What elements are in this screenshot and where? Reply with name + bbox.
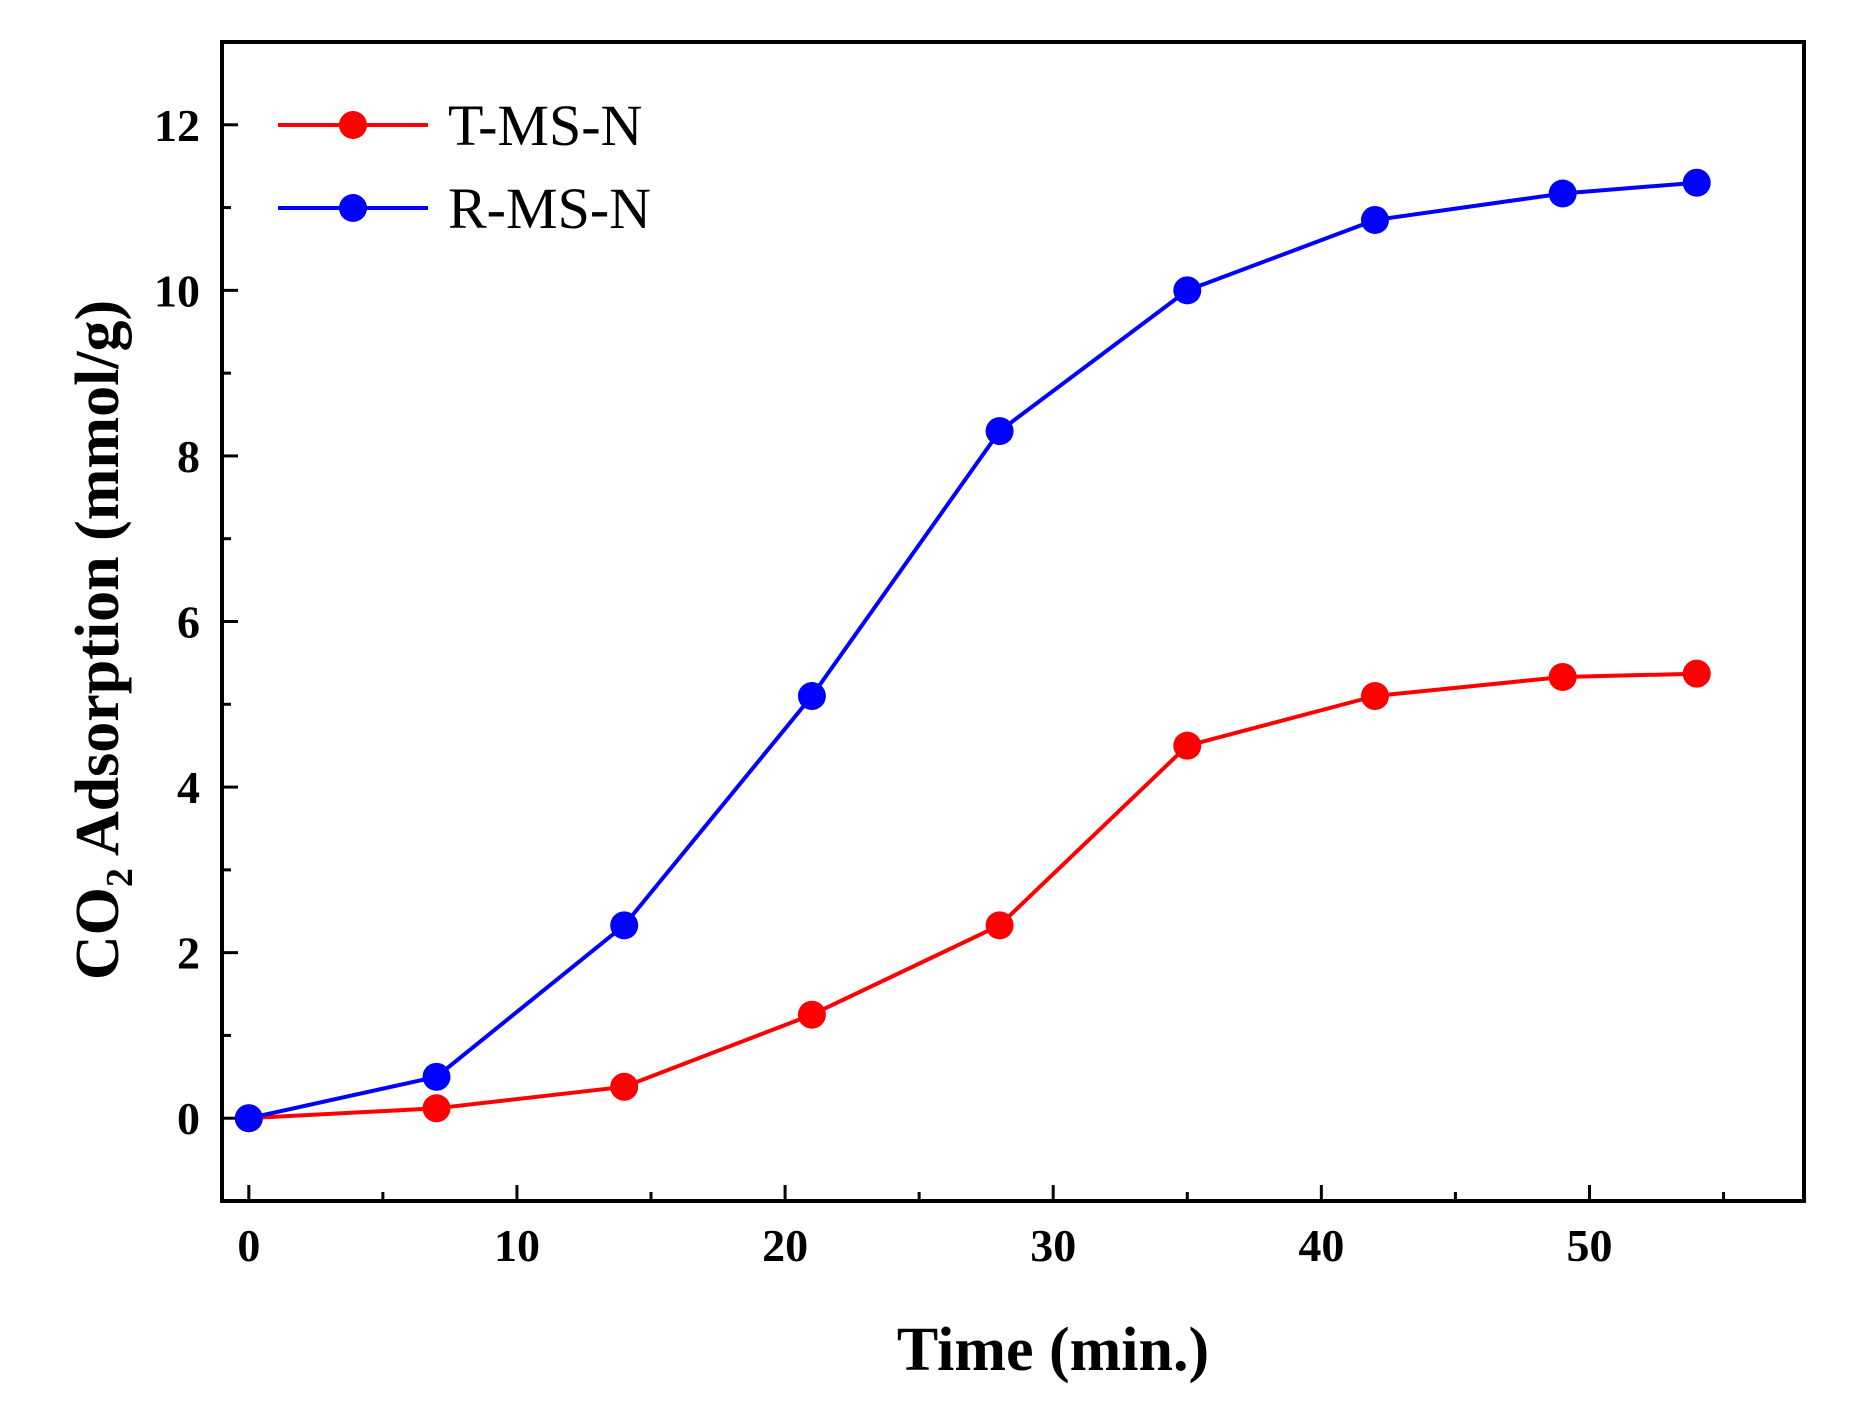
data-point-t-ms-n: [610, 1072, 639, 1101]
data-point-r-ms-n: [1360, 205, 1389, 234]
legend-marker-t-ms-n: [339, 111, 367, 139]
y-axis-title-subscript: 2: [99, 868, 141, 887]
y-tick-label: 12: [154, 100, 200, 151]
legend-marker-r-ms-n: [339, 194, 367, 222]
x-tick-label: 40: [1298, 1220, 1344, 1271]
data-point-t-ms-n: [1360, 682, 1389, 711]
legend-entry-t-ms-n: T-MS-N: [278, 93, 642, 158]
data-point-r-ms-n: [1173, 276, 1202, 305]
legend-label-t-ms-n: T-MS-N: [448, 93, 642, 158]
series-r-ms-n: [234, 168, 1711, 1133]
data-point-r-ms-n: [610, 911, 639, 940]
y-tick-label: 2: [177, 928, 200, 979]
legend: T-MS-N R-MS-N: [278, 93, 651, 241]
y-axis-ticks: 0 2 4 6 8 10 12: [154, 100, 238, 1144]
x-tick-label: 50: [1566, 1220, 1612, 1271]
data-point-r-ms-n: [1682, 168, 1711, 197]
y-tick-label: 10: [154, 265, 200, 316]
data-point-t-ms-n: [1682, 659, 1711, 688]
data-point-t-ms-n: [1173, 731, 1202, 760]
y-axis-title-prefix: CO: [64, 887, 132, 980]
series-layer: [234, 168, 1711, 1133]
legend-entry-r-ms-n: R-MS-N: [278, 176, 651, 241]
y-axis-title: CO2 Adsorption (mmol/g): [64, 300, 141, 980]
x-tick-label: 0: [237, 1220, 260, 1271]
data-point-r-ms-n: [1548, 179, 1577, 208]
data-point-t-ms-n: [985, 911, 1014, 940]
y-tick-label: 4: [177, 762, 200, 813]
y-tick-label: 0: [177, 1093, 200, 1144]
y-tick-label: 8: [177, 431, 200, 482]
x-axis-ticks: 0 10 20 30 40 50: [237, 1185, 1726, 1271]
data-point-t-ms-n: [797, 1000, 826, 1029]
data-point-r-ms-n: [797, 682, 826, 711]
legend-label-r-ms-n: R-MS-N: [448, 176, 651, 241]
data-point-t-ms-n: [422, 1094, 451, 1123]
series-t-ms-n: [234, 659, 1711, 1133]
data-point-t-ms-n: [1548, 662, 1577, 691]
data-point-r-ms-n: [422, 1062, 451, 1091]
x-axis-title: Time (min.): [897, 1316, 1209, 1384]
x-tick-label: 20: [762, 1220, 808, 1271]
data-point-r-ms-n: [985, 417, 1014, 446]
x-tick-label: 30: [1030, 1220, 1076, 1271]
x-tick-label: 10: [494, 1220, 540, 1271]
data-point-r-ms-n: [234, 1104, 263, 1133]
y-tick-label: 6: [177, 597, 200, 648]
y-axis-title-suffix: Adsorption (mmol/g): [64, 300, 132, 868]
